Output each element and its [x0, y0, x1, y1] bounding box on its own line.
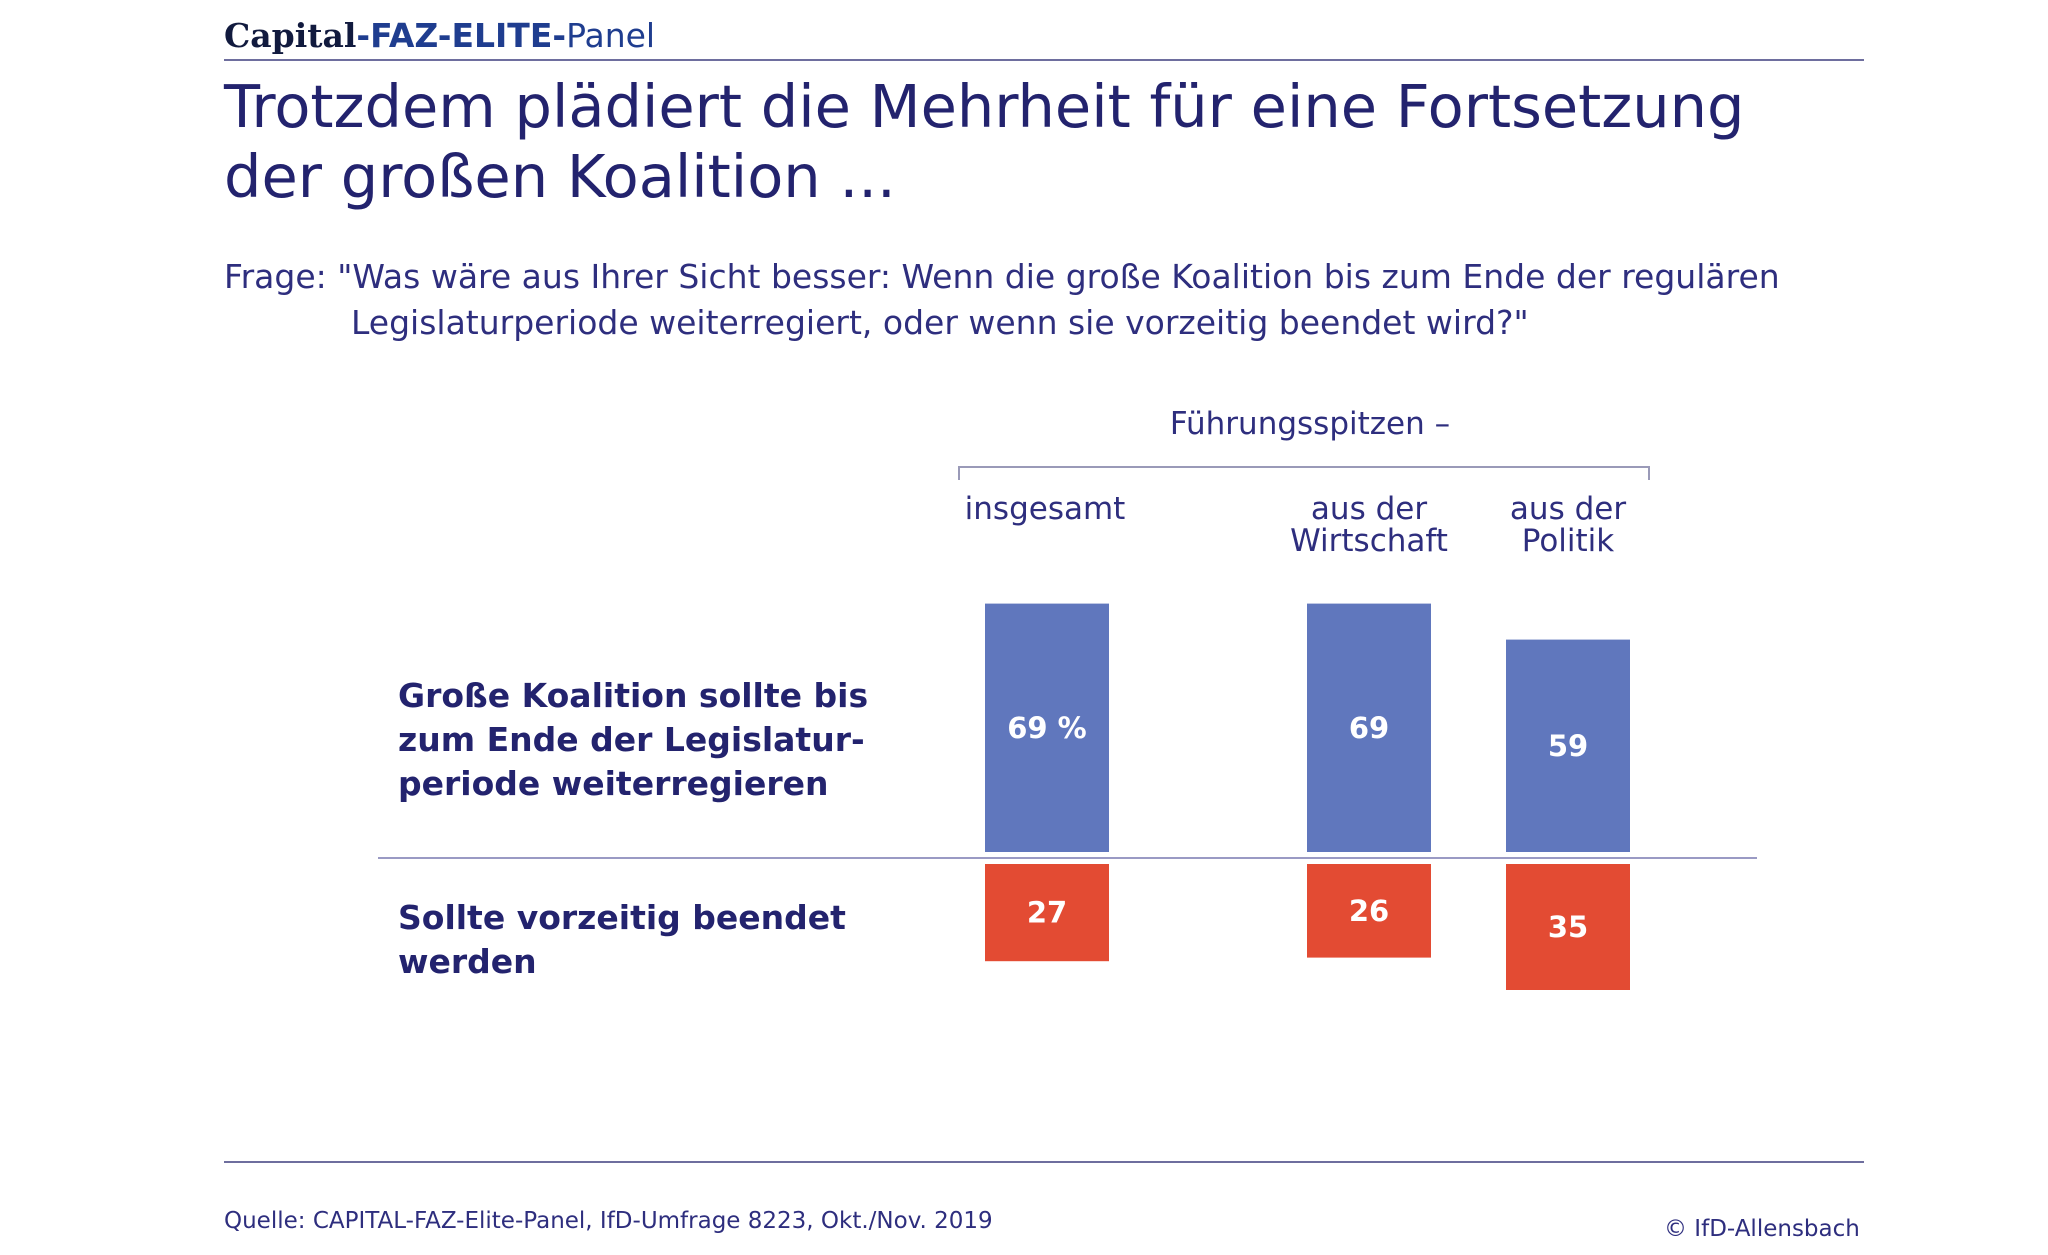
- bar-continue-wirtschaft: [1307, 603, 1431, 852]
- brand-panel: Panel: [566, 16, 656, 55]
- bar-end-early-insgesamt: [985, 864, 1109, 962]
- bar-continue-politik: [1506, 639, 1630, 852]
- column-label-wirtschaft-line-2: Wirtschaft: [1290, 523, 1448, 559]
- row-label-continue: Große Koalition sollte bis zum Ende der …: [398, 674, 918, 806]
- source-note: Quelle: CAPITAL-FAZ-Elite-Panel, IfD-Umf…: [224, 1208, 993, 1234]
- bar-end-early-wirtschaft: [1307, 864, 1431, 958]
- row-label-continue-line-1: Große Koalition sollte bis: [398, 676, 869, 715]
- row-label-continue-line-3: periode weiterregieren: [398, 764, 829, 803]
- title-line-1: Trotzdem plädiert die Mehrheit für eine …: [224, 72, 1745, 141]
- bar-label-continue-wirtschaft: 69: [1349, 711, 1389, 745]
- group-label: Führungsspitzen –: [1169, 406, 1451, 442]
- column-label-insgesamt-line-1: insgesamt: [964, 491, 1126, 527]
- bar-label-end-early-wirtschaft: 26: [1349, 894, 1389, 928]
- bar-label-continue-politik: 59: [1548, 729, 1588, 763]
- question-line-2: Legislaturperiode weiterregiert, oder we…: [351, 303, 1529, 342]
- row-label-end-early-line-2: werden: [398, 942, 537, 981]
- row-label-continue-line-2: zum Ende der Legislatur-: [398, 720, 865, 759]
- brand-capital: Capital: [224, 16, 357, 55]
- question-line-1: Frage: "Was wäre aus Ihrer Sicht besser:…: [224, 257, 1780, 296]
- column-label-wirtschaft: aus der Wirtschaft: [1269, 493, 1469, 557]
- row-label-end-early-line-1: Sollte vorzeitig beendet: [398, 898, 846, 937]
- column-label-politik-line-1: aus der: [1509, 491, 1627, 527]
- copyright-note: © IfD-Allensbach: [1664, 1216, 1860, 1242]
- page-title: Trotzdem plädiert die Mehrheit für eine …: [224, 72, 1864, 212]
- brand-header: Capital-FAZ-ELITE-Panel: [224, 12, 655, 60]
- bar-label-end-early-insgesamt: 27: [1027, 896, 1067, 930]
- bar-label-end-early-politik: 35: [1548, 910, 1588, 944]
- row-label-end-early: Sollte vorzeitig beendet werden: [398, 896, 918, 984]
- column-label-politik-line-2: Politik: [1521, 523, 1615, 559]
- footer-rule: [224, 1161, 1864, 1163]
- column-label-politik: aus der Politik: [1478, 493, 1658, 557]
- bar-continue-insgesamt: [985, 603, 1109, 852]
- group-bracket: [958, 466, 1650, 480]
- title-line-2: der großen Koalition ...: [224, 142, 896, 211]
- header-rule: [224, 59, 1864, 61]
- column-label-wirtschaft-line-1: aus der: [1310, 491, 1428, 527]
- bar-end-early-politik: [1506, 864, 1630, 990]
- brand-faz-elite: -FAZ-ELITE-: [356, 16, 567, 55]
- bar-label-continue-insgesamt: 69 %: [1007, 711, 1087, 745]
- survey-question: Frage: "Was wäre aus Ihrer Sicht besser:…: [224, 254, 1904, 346]
- column-label-insgesamt: insgesamt: [950, 493, 1140, 525]
